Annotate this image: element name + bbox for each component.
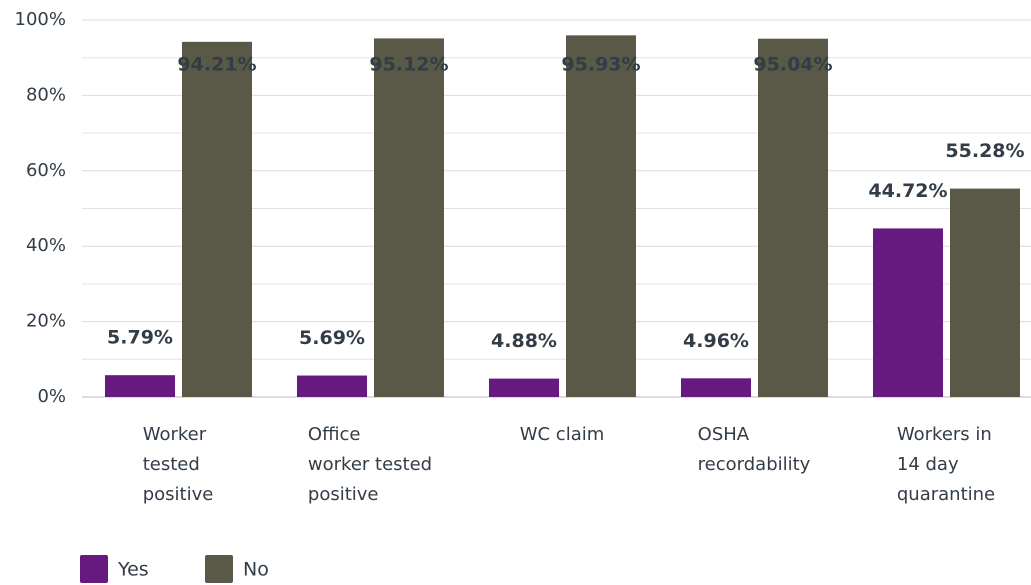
bar <box>105 375 175 397</box>
data-label: 94.21% <box>177 54 256 76</box>
legend-label: No <box>243 559 269 581</box>
x-tick-label: Office worker tested positive <box>307 424 433 505</box>
data-label: 55.28% <box>945 140 1024 162</box>
data-label: 5.79% <box>107 327 173 349</box>
bar <box>873 228 943 397</box>
y-tick-label: 20% <box>26 311 66 332</box>
data-label: 95.93% <box>561 54 640 76</box>
y-tick-label: 40% <box>26 235 66 256</box>
data-label: 4.88% <box>491 330 557 352</box>
bar <box>297 375 367 397</box>
x-tick-label: OSHA recordability <box>697 424 811 475</box>
data-label: 4.96% <box>683 330 749 352</box>
y-tick-label: 60% <box>26 160 66 181</box>
y-tick-label: 0% <box>37 386 66 407</box>
bar <box>681 378 751 397</box>
x-tick-label: WC claim <box>519 424 605 445</box>
data-label: 5.69% <box>299 327 365 349</box>
x-tick-label: Worker tested positive <box>142 424 214 505</box>
y-tick-label: 80% <box>26 84 66 105</box>
bar <box>489 378 559 397</box>
legend-label: Yes <box>117 559 149 581</box>
legend-swatch <box>205 555 233 583</box>
x-tick-label: Workers in 14 day quarantine <box>896 424 996 505</box>
bar <box>566 35 636 397</box>
y-tick-label: 100% <box>15 9 66 30</box>
data-label: 95.04% <box>753 54 832 76</box>
data-label: 95.12% <box>369 54 448 76</box>
bar <box>182 41 252 397</box>
data-label: 44.72% <box>868 180 947 202</box>
legend-swatch <box>80 555 108 583</box>
bar <box>374 38 444 398</box>
bar <box>950 188 1020 397</box>
bar <box>758 38 828 398</box>
